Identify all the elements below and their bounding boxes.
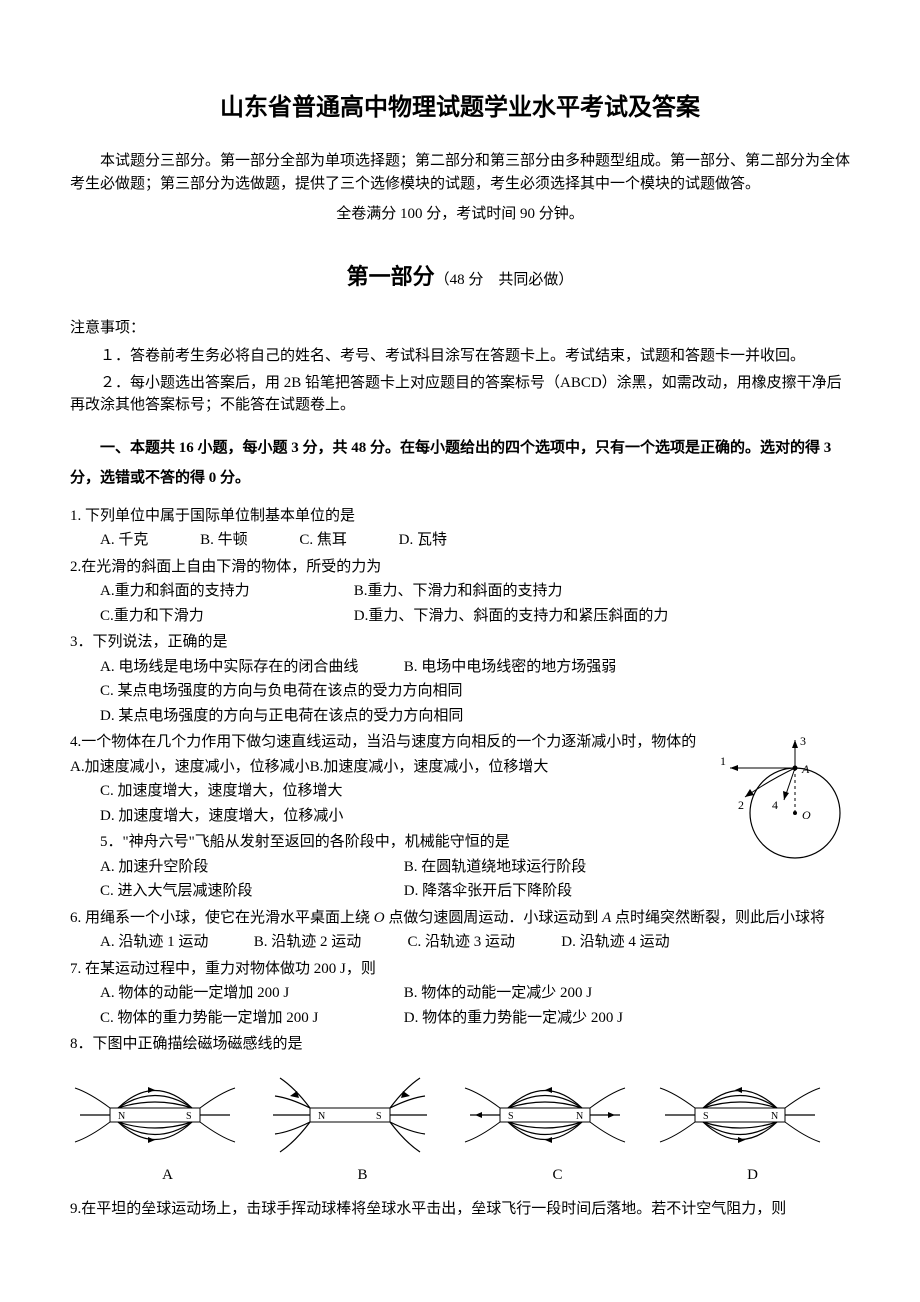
q7-option-d: D. 物体的重力势能一定减少 200 J: [404, 1007, 623, 1030]
question-1: 1. 下列单位中属于国际单位制基本单位的是 A. 千克 B. 牛顿 C. 焦耳 …: [70, 505, 850, 552]
q7-text: 7. 在某运动过程中，重力对物体做功 200 J，则: [70, 958, 850, 981]
diagram-label-a: A: [801, 762, 810, 776]
svg-text:S: S: [703, 1111, 709, 1122]
q2-option-a: A.重力和斜面的支持力: [100, 580, 350, 603]
svg-text:S: S: [508, 1111, 514, 1122]
diagram-label-1: 1: [720, 754, 726, 768]
svg-text:S: S: [376, 1111, 382, 1122]
q9-text: 9.在平坦的垒球运动场上，击球手挥动球棒将垒球水平击出，垒球飞行一段时间后落地。…: [93, 1198, 851, 1221]
section-1-title: 第一部分（48 分 共同必做）: [70, 260, 850, 293]
q6-text: 6. 用绳系一个小球，使它在光滑水平桌面上绕 O 点做匀速圆周运动．小球运动到 …: [70, 907, 850, 930]
q5-option-a: A. 加速升空阶段: [100, 856, 400, 879]
section-1-title-sub: （48 分 共同必做）: [435, 272, 574, 288]
svg-text:S: S: [186, 1111, 192, 1122]
q2-text: 2.在光滑的斜面上自由下滑的物体，所受的力为: [70, 556, 850, 579]
question-8: 8．下图中正确描绘磁场磁感线的是 N S: [70, 1033, 850, 1186]
magnet-diagram-b: N S: [265, 1068, 460, 1158]
q5-option-d: D. 降落伞张开后下降阶段: [404, 880, 572, 903]
q1-text: 1. 下列单位中属于国际单位制基本单位的是: [70, 505, 850, 528]
section-1-title-main: 第一部分: [347, 264, 435, 289]
notice-item-1: １．答卷前考生务必将自己的姓名、考号、考试科目涂写在答题卡上。考试结束，试题和答…: [70, 345, 850, 368]
q2-option-d: D.重力、下滑力、斜面的支持力和紧压斜面的力: [354, 605, 669, 628]
question-5: 5．"神舟六号"飞船从发射至返回的各阶段中，机械能守恒的是 A. 加速升空阶段 …: [70, 831, 850, 903]
magnet-diagram-a: N S: [70, 1068, 265, 1158]
part-1-header: 一、本题共 16 小题，每小题 3 分，共 48 分。在每小题给出的四个选项中，…: [70, 433, 850, 493]
intro-paragraph-2: 全卷满分 100 分，考试时间 90 分钟。: [70, 203, 850, 226]
question-3: 3．下列说法，正确的是 A. 电场线是电场中实际存在的闭合曲线 B. 电场中电场…: [70, 631, 850, 727]
q7-option-a: A. 物体的动能一定增加 200 J: [100, 982, 400, 1005]
main-title: 山东省普通高中物理试题学业水平考试及答案: [70, 90, 850, 126]
q7-option-c: C. 物体的重力势能一定增加 200 J: [100, 1007, 400, 1030]
q5-option-b: B. 在圆轨道绕地球运行阶段: [404, 856, 587, 879]
diagram-label-4: 4: [772, 798, 778, 812]
q2-option-c: C.重力和下滑力: [100, 605, 350, 628]
q6-option-b: B. 沿轨迹 2 运动: [254, 931, 404, 954]
magnet-diagram-c: S N: [460, 1068, 655, 1158]
q8-text: 8．下图中正确描绘磁场磁感线的是: [70, 1033, 850, 1056]
question-7: 7. 在某运动过程中，重力对物体做功 200 J，则 A. 物体的动能一定增加 …: [70, 958, 850, 1030]
diagram-label-2: 2: [738, 798, 744, 812]
q8-label-c: C: [460, 1164, 655, 1187]
q3-option-b: B. 电场中电场线密的地方场强弱: [404, 656, 617, 679]
notice-item-2: ２．每小题选出答案后，用 2B 铅笔把答题卡上对应题目的答案标号（ABCD）涂黑…: [70, 372, 850, 417]
q3-text: 3．下列说法，正确的是: [70, 631, 850, 654]
question-4: 1 2 3 4 A O 4.一个物体在几个力作用下做匀速直线运动，当沿与速度方向…: [70, 731, 850, 827]
question-9: 9.在平坦的垒球运动场上，击球手挥动球棒将垒球水平击出，垒球飞行一段时间后落地。…: [70, 1198, 850, 1221]
q1-option-d: D. 瓦特: [399, 529, 447, 552]
q5-option-c: C. 进入大气层减速阶段: [100, 880, 400, 903]
svg-text:N: N: [318, 1111, 325, 1122]
question-2: 2.在光滑的斜面上自由下滑的物体，所受的力为 A.重力和斜面的支持力 B.重力、…: [70, 556, 850, 628]
q7-option-b: B. 物体的动能一定减少 200 J: [404, 982, 592, 1005]
q5-text: 5．"神舟六号"飞船从发射至返回的各阶段中，机械能守恒的是: [70, 831, 850, 854]
q8-label-a: A: [70, 1164, 265, 1187]
svg-text:N: N: [576, 1111, 583, 1122]
q1-option-c: C. 焦耳: [299, 529, 347, 552]
q2-option-b: B.重力、下滑力和斜面的支持力: [354, 580, 563, 603]
diagram-label-3: 3: [800, 735, 806, 748]
diagram-label-o: O: [802, 808, 811, 822]
q3-option-c: C. 某点电场强度的方向与负电荷在该点的受力方向相同: [100, 680, 850, 703]
q1-option-a: A. 千克: [100, 529, 148, 552]
q6-option-a: A. 沿轨迹 1 运动: [100, 931, 250, 954]
q1-option-b: B. 牛顿: [200, 529, 248, 552]
q6-option-d: D. 沿轨迹 4 运动: [561, 931, 669, 954]
svg-text:N: N: [771, 1111, 778, 1122]
q6-option-c: C. 沿轨迹 3 运动: [408, 931, 558, 954]
intro-paragraph-1: 本试题分三部分。第一部分全部为单项选择题；第二部分和第三部分由多种题型组成。第一…: [70, 150, 850, 195]
q3-option-a: A. 电场线是电场中实际存在的闭合曲线: [100, 656, 400, 679]
q8-label-d: D: [655, 1164, 850, 1187]
question-6: 6. 用绳系一个小球，使它在光滑水平桌面上绕 O 点做匀速圆周运动．小球运动到 …: [70, 907, 850, 954]
magnet-diagram-d: S N: [655, 1068, 850, 1158]
q8-label-b: B: [265, 1164, 460, 1187]
notice-header: 注意事项：: [70, 317, 850, 340]
svg-text:N: N: [118, 1111, 125, 1122]
q3-option-d: D. 某点电场强度的方向与正电荷在该点的受力方向相同: [100, 705, 850, 728]
